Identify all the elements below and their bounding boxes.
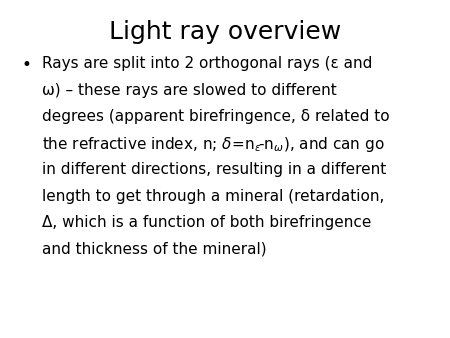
Text: degrees (apparent birefringence, δ related to: degrees (apparent birefringence, δ relat… <box>42 109 390 124</box>
Text: Δ, which is a function of both birefringence: Δ, which is a function of both birefring… <box>42 215 371 230</box>
Text: length to get through a mineral (retardation,: length to get through a mineral (retarda… <box>42 189 384 203</box>
Text: •: • <box>22 56 32 74</box>
Text: in different directions, resulting in a different: in different directions, resulting in a … <box>42 162 386 177</box>
Text: and thickness of the mineral): and thickness of the mineral) <box>42 241 266 257</box>
Text: Rays are split into 2 orthogonal rays (ε and: Rays are split into 2 orthogonal rays (ε… <box>42 56 373 71</box>
Text: ω) – these rays are slowed to different: ω) – these rays are slowed to different <box>42 82 337 97</box>
Text: Light ray overview: Light ray overview <box>109 20 341 44</box>
Text: the refractive index, n; $\delta\!=\!$n$_\varepsilon\!$-n$_\omega$), and can go: the refractive index, n; $\delta\!=\!$n$… <box>42 136 385 154</box>
